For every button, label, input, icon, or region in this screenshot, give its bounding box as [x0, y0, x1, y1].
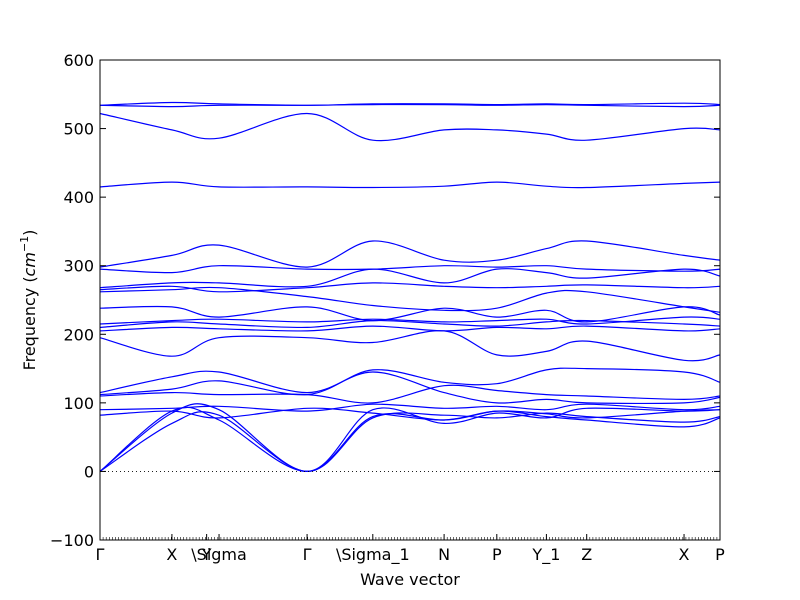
- y-axis-label: Frequency (cm−1): [18, 230, 39, 371]
- x-tick-label: \Sigma_1: [336, 545, 410, 565]
- y-tick-label: −100: [50, 531, 94, 550]
- x-tick-label: X: [679, 545, 690, 564]
- x-tick-label: P: [492, 545, 502, 564]
- y-tick-label: 300: [63, 257, 94, 276]
- x-tick-label: N: [438, 545, 450, 564]
- x-tick-label: P: [715, 545, 725, 564]
- band-line-22: [99, 101, 721, 106]
- x-axis-label: Wave vector: [360, 570, 460, 589]
- band-line-11: [99, 319, 721, 329]
- band-line-5: [99, 403, 721, 412]
- band-line-6: [99, 384, 721, 404]
- band-line-17: [99, 265, 721, 274]
- plot-frame: [99, 59, 721, 541]
- y-tick-label: 0: [84, 462, 94, 481]
- x-axis-ticks: Γ X Y\Sigma Γ \Sigma_1 N P Y_1 Z X P: [96, 534, 725, 565]
- y-axis-label-suffix: ): [20, 230, 39, 236]
- band-line-13: [99, 305, 721, 323]
- y-tick-label: 400: [63, 188, 94, 207]
- y-axis-label-exponent: −1: [18, 236, 31, 252]
- x-tick-label: Y: [201, 545, 212, 564]
- y-tick-label: 200: [63, 325, 94, 344]
- band-line-18: [99, 240, 721, 268]
- y-tick-label: 600: [63, 51, 94, 70]
- band-line-2: [99, 411, 721, 473]
- band-line-10: [99, 325, 721, 332]
- series-layer: [99, 101, 721, 473]
- band-line-14: [99, 286, 721, 313]
- band-line-12: [99, 316, 721, 325]
- band-line-4: [99, 407, 721, 421]
- band-line-15: [99, 282, 721, 293]
- x-tick-label: Z: [581, 545, 592, 564]
- band-line-8: [99, 370, 721, 405]
- x-tick-label: \Sigma: [191, 545, 247, 564]
- x-tick-label: Γ: [96, 545, 105, 564]
- y-axis-ticks: −100 0 100 200 300 400 500 600: [50, 51, 720, 550]
- band-line-20: [99, 112, 721, 142]
- band-line-19: [99, 181, 721, 189]
- band-line-21: [99, 103, 721, 108]
- x-axis-minor-ticks: [99, 537, 718, 540]
- y-axis-label-prefix: Frequency (: [20, 276, 39, 370]
- y-tick-label: 500: [63, 120, 94, 139]
- x-tick-label: X: [166, 545, 177, 564]
- x-tick-label: Γ: [303, 545, 312, 564]
- y-tick-label: 100: [63, 394, 94, 413]
- band-line-7: [99, 367, 721, 396]
- band-line-16: [99, 268, 721, 289]
- band-line-9: [99, 330, 721, 362]
- x-tick-label: Y_1: [531, 545, 560, 565]
- y-axis-label-unit: cm: [20, 252, 39, 276]
